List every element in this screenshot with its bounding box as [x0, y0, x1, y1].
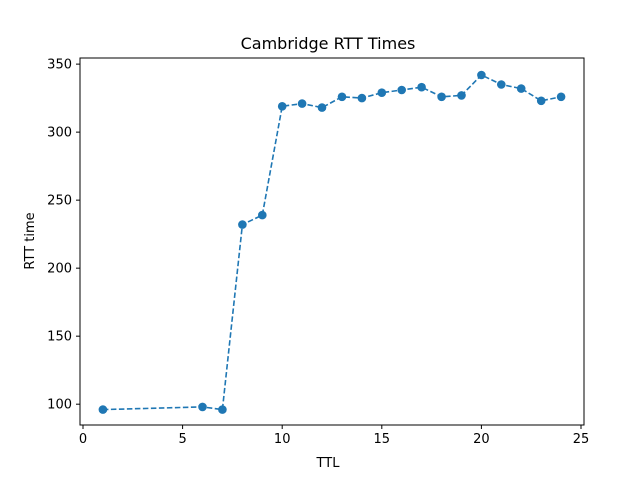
- y-tick-label: 350: [47, 58, 72, 73]
- data-point: [337, 92, 347, 102]
- data-point: [497, 80, 506, 89]
- x-tick-label: 25: [573, 432, 590, 447]
- data-point: [437, 92, 446, 102]
- data-point: [457, 91, 466, 100]
- data-point: [297, 99, 307, 108]
- data-point: [357, 93, 367, 103]
- data-point: [536, 96, 546, 106]
- data-point: [417, 82, 426, 92]
- x-tick-label: 10: [274, 432, 291, 447]
- data-point: [218, 405, 227, 414]
- y-tick-label: 300: [47, 126, 72, 141]
- y-tick-label: 100: [47, 398, 72, 413]
- data-point: [98, 405, 108, 414]
- x-axis-label: TTL: [316, 456, 341, 471]
- data-point: [277, 102, 287, 111]
- chart-title: Cambridge RTT Times: [241, 34, 416, 53]
- data-point: [516, 84, 526, 93]
- data-point: [556, 92, 566, 102]
- data-point: [397, 85, 407, 95]
- y-axis-label: RTT time: [23, 212, 38, 269]
- data-point: [477, 70, 486, 80]
- x-tick-label: 15: [374, 432, 391, 447]
- series-markers: [98, 70, 566, 414]
- data-point: [258, 210, 267, 220]
- x-tick-label: 5: [178, 432, 186, 447]
- plot-area: 0 5 10 15 20 25 100 150 200 250 300 350: [47, 57, 589, 447]
- y-tick-label: 200: [47, 262, 72, 277]
- axes-frame: [79, 57, 585, 426]
- data-point: [238, 220, 247, 229]
- y-axis: 100 150 200 250 300 350: [47, 58, 80, 413]
- x-tick-label: 0: [79, 432, 87, 447]
- x-axis: 0 5 10 15 20 25: [79, 425, 589, 447]
- x-tick-label: 20: [473, 432, 490, 447]
- y-tick-label: 150: [47, 330, 72, 345]
- data-point: [198, 402, 207, 412]
- y-tick-label: 250: [47, 194, 72, 209]
- data-point: [377, 88, 387, 97]
- data-point: [317, 103, 327, 112]
